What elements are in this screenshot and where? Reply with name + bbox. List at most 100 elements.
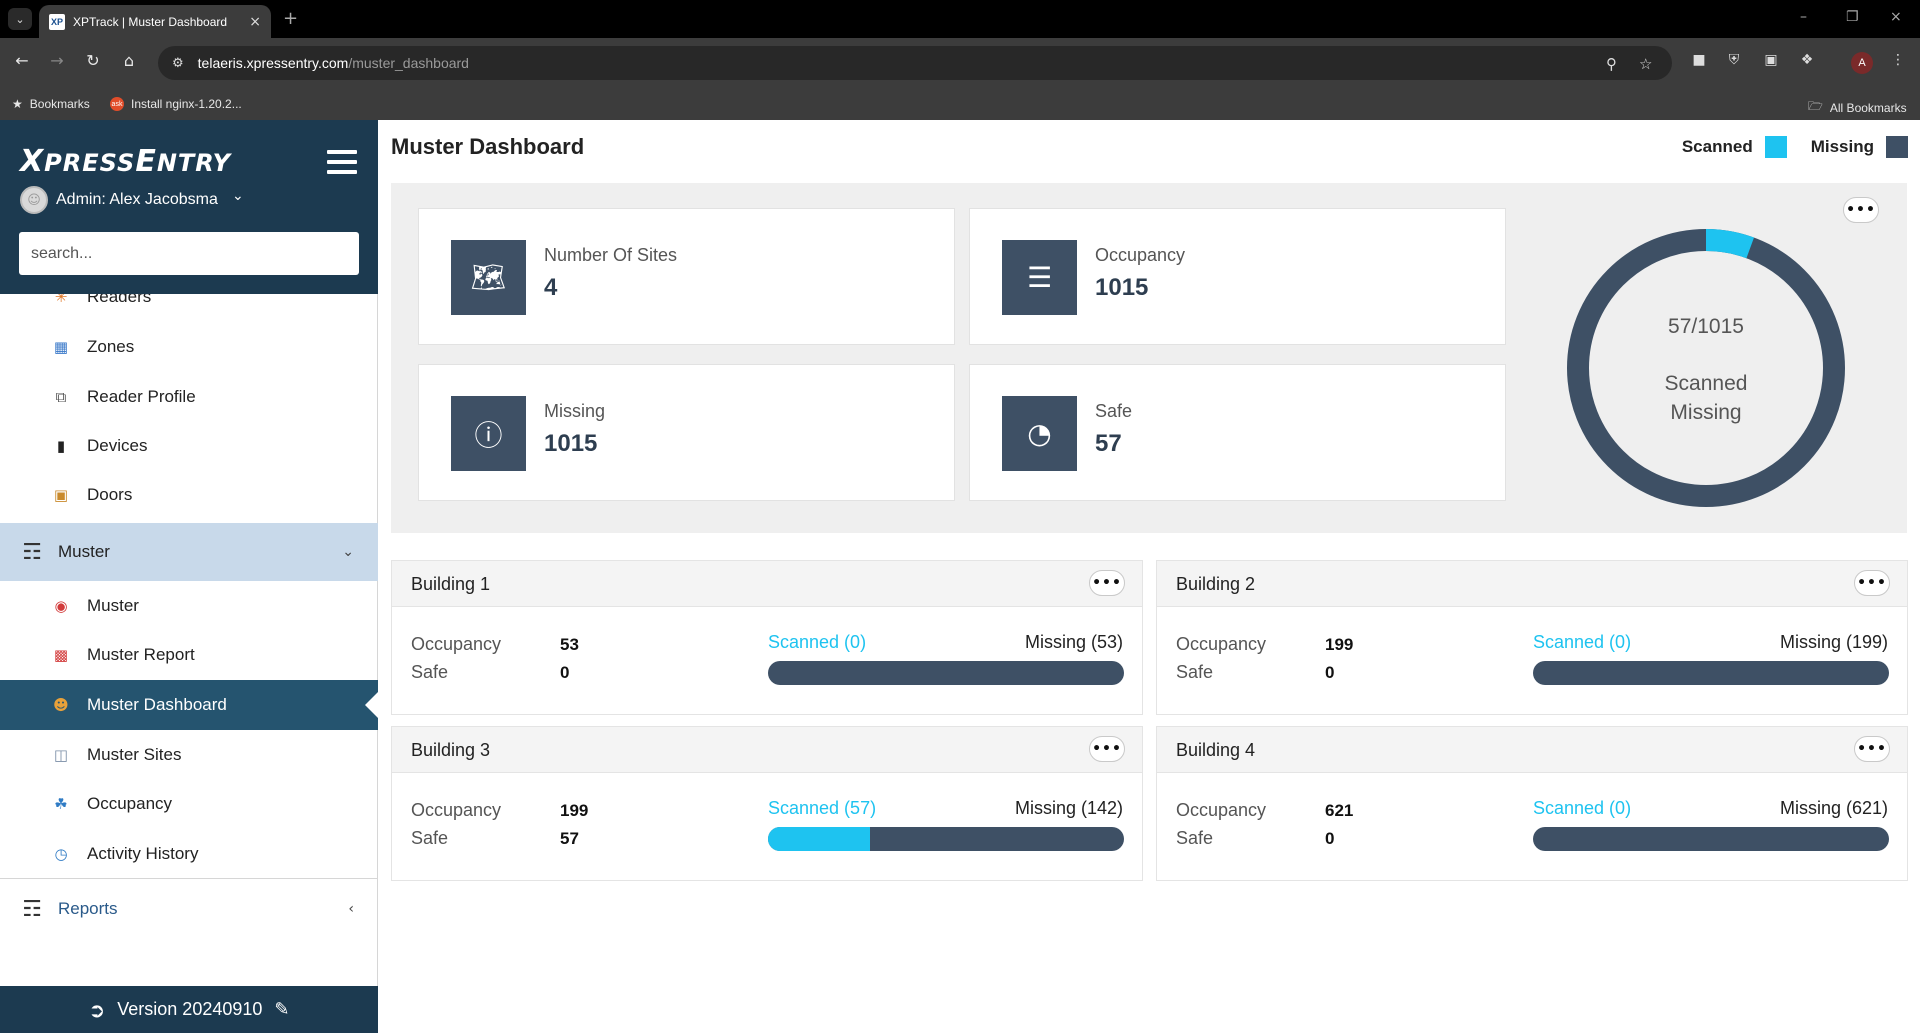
bookmark-nginx-link[interactable]: ask Install nginx-1.20.2...	[110, 97, 242, 111]
extension-1-icon[interactable]: ■	[1692, 52, 1706, 68]
missing-count: Missing (53)	[1024, 632, 1123, 652]
home-icon[interactable]: ⌂	[123, 51, 135, 70]
chevron-down-icon[interactable]: ⌄	[232, 188, 244, 204]
admin-name[interactable]: Admin: Alex Jacobsma	[56, 191, 218, 208]
stat-value: 4	[544, 274, 558, 301]
summary-panel: 🗺 Number Of Sites 4 ☰ Occupancy 1015 ⓘ M…	[391, 183, 1907, 533]
bookmark-label: Install nginx-1.20.2...	[131, 97, 242, 111]
sidebar-item-reader-profile[interactable]: ⧉ Reader Profile	[0, 372, 378, 422]
building-card: Building 3 ••• Occupancy 199 Safe 57 Sca…	[391, 726, 1143, 881]
sign-out-icon[interactable]: ➲	[88, 997, 106, 1022]
hamburger-menu-icon[interactable]	[327, 150, 357, 174]
sidebar-group-reports[interactable]: ☶ Reports ‹	[0, 880, 378, 938]
sidebar: ✳ Readers ▦ Zones ⧉ Reader Profile ▮ Dev…	[0, 120, 379, 1033]
admin-avatar[interactable]: ☺	[20, 186, 48, 214]
all-bookmarks-link[interactable]: 🗁 All Bookmarks	[1808, 97, 1907, 118]
sidebar-item-muster-report[interactable]: ▩ Muster Report	[0, 630, 378, 680]
extensions-puzzle-icon[interactable]: ❖	[1800, 52, 1814, 68]
forward-icon[interactable]: →	[50, 51, 64, 70]
building-options-button[interactable]: •••	[1854, 570, 1890, 596]
sidebar-group-muster[interactable]: ☶ Muster ⌄	[0, 523, 378, 581]
muster-donut-chart: 57/1015 Scanned Missing	[1566, 228, 1846, 508]
edit-icon[interactable]: ✎	[274, 999, 290, 1020]
stat-card-safe: ◔ Safe 57	[969, 364, 1506, 501]
extension-2-icon[interactable]: ▣	[1764, 52, 1778, 68]
window-close-icon[interactable]: ×	[1890, 9, 1902, 25]
active-indicator	[365, 691, 379, 719]
sidebar-item-label: Muster Report	[87, 645, 195, 664]
sidebar-divider	[0, 878, 378, 879]
url-omnibox[interactable]: ⚙ telaeris.xpressentry.com/muster_dashbo…	[158, 46, 1672, 80]
sidebar-header: XPRESSENTRY ☺ Admin: Alex Jacobsma ⌄	[0, 120, 378, 294]
status-legend: Scanned Missing	[1682, 136, 1908, 158]
browser-tab-strip: ⌄ XP XPTrack | Muster Dashboard × + – ❐ …	[0, 0, 1920, 38]
stat-label: Number Of Sites	[544, 245, 678, 265]
building-options-button[interactable]: •••	[1089, 570, 1125, 596]
map-icon: 🗺	[451, 240, 526, 315]
donut-legend-scanned: Scanned	[1664, 372, 1748, 395]
building-card-header: Building 2 •••	[1157, 561, 1907, 607]
scanned-count: Scanned (0)	[768, 632, 867, 652]
minimize-icon[interactable]: –	[1800, 9, 1807, 25]
summary-options-button[interactable]: •••	[1843, 197, 1879, 223]
building-options-button[interactable]: •••	[1089, 736, 1125, 762]
sidebar-item-muster-sites[interactable]: ◫ Muster Sites	[0, 730, 378, 780]
building-options-button[interactable]: •••	[1854, 736, 1890, 762]
scanned-count: Scanned (0)	[1533, 632, 1632, 652]
sidebar-item-label: Occupancy	[87, 794, 173, 813]
stat-card-occupancy: ☰ Occupancy 1015	[969, 208, 1506, 345]
zones-icon: ▦	[53, 338, 69, 356]
legend-scanned-swatch	[1764, 136, 1787, 158]
stat-value: 1015	[544, 430, 598, 457]
url-path: /muster_dashboard	[348, 55, 469, 71]
bookmarks-bar: ★ Bookmarks ask Install nginx-1.20.2... …	[0, 88, 1920, 120]
browser-tab[interactable]: XP XPTrack | Muster Dashboard ×	[39, 5, 271, 38]
muster-icon: ◉	[54, 597, 68, 615]
sidebar-search-input[interactable]	[19, 232, 359, 275]
shield-extension-icon[interactable]: ⛨	[1728, 52, 1740, 68]
sitemap-icon: ☶	[22, 896, 42, 922]
chevron-down-icon[interactable]: ⌄	[342, 544, 354, 560]
folder-icon: 🗁	[1808, 99, 1823, 113]
safe-value: 0	[1325, 829, 1335, 848]
back-icon[interactable]: ←	[15, 51, 29, 70]
version-label: Version 20240910	[117, 999, 263, 1019]
building-card-header: Building 3 •••	[392, 727, 1142, 773]
legend-missing-label: Missing	[1810, 137, 1874, 156]
star-icon: ★	[12, 97, 23, 111]
tab-close-icon[interactable]: ×	[249, 13, 261, 30]
scanned-count: Scanned (57)	[768, 798, 877, 818]
donut-svg	[1567, 229, 1845, 507]
sidebar-item-muster[interactable]: ◉ Muster	[0, 581, 378, 631]
sidebar-item-doors[interactable]: ▣ Doors	[0, 470, 378, 520]
muster-report-icon: ▩	[53, 646, 69, 664]
profile-avatar[interactable]: A	[1851, 52, 1873, 74]
zoom-icon[interactable]: ⚲	[1606, 55, 1617, 73]
scanned-progress-bar	[1533, 661, 1889, 685]
sidebar-item-muster-dashboard[interactable]: ☻ Muster Dashboard	[0, 680, 379, 730]
new-tab-icon[interactable]: +	[283, 8, 299, 29]
site-info-icon[interactable]: ⚙	[172, 55, 184, 71]
occupancy-value: 199	[560, 801, 589, 820]
sidebar-item-label: Muster Sites	[87, 745, 182, 764]
bookmark-star-icon[interactable]: ☆	[1639, 55, 1653, 73]
safe-value: 0	[1325, 663, 1335, 682]
tab-search-chevron-icon[interactable]: ⌄	[8, 8, 32, 30]
main-content: Muster Dashboard Scanned Missing 🗺 Numbe…	[379, 120, 1920, 1033]
question-icon: ⓘ	[451, 396, 526, 471]
sidebar-group-label: Reports	[58, 899, 118, 918]
restore-icon[interactable]: ❐	[1846, 9, 1859, 25]
chevron-left-icon[interactable]: ‹	[348, 901, 354, 917]
sidebar-item-zones[interactable]: ▦ Zones	[0, 322, 378, 372]
sidebar-item-occupancy[interactable]: ☘ Occupancy	[0, 779, 378, 829]
sidebar-item-devices[interactable]: ▮ Devices	[0, 421, 378, 471]
missing-count: Missing (199)	[1779, 632, 1888, 652]
bookmarks-link[interactable]: ★ Bookmarks	[12, 97, 90, 111]
sidebar-item-activity-history[interactable]: ◷ Activity History	[0, 829, 378, 879]
occupancy-icon: ☘	[54, 795, 68, 813]
browser-menu-icon[interactable]: ⋮	[1891, 52, 1905, 68]
occupancy-value: 53	[560, 635, 579, 654]
reload-icon[interactable]: ↻	[86, 51, 100, 70]
xpressentry-logo[interactable]: XPRESSENTRY	[20, 144, 231, 179]
building-card: Building 2 ••• Occupancy 199 Safe 0 Scan…	[1156, 560, 1908, 715]
